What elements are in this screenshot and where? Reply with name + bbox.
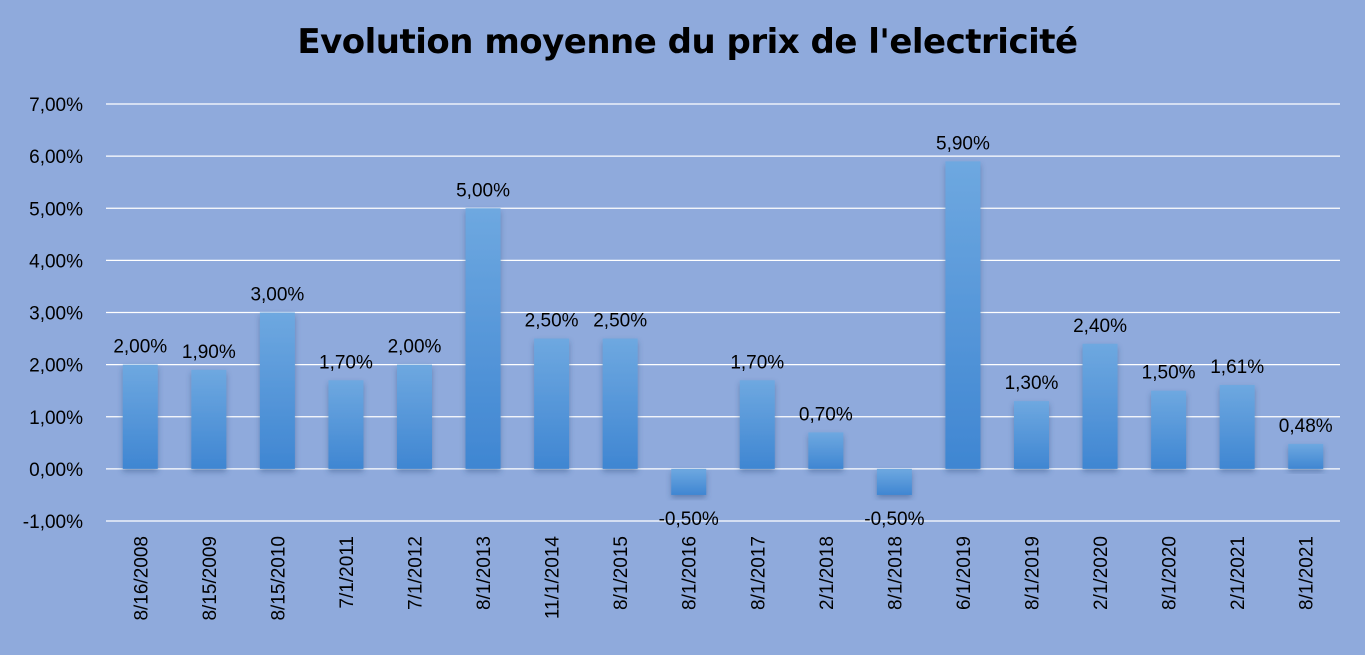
data-label: 1,70% [730, 352, 784, 373]
data-label: 2,00% [388, 337, 442, 358]
x-tick-label: 2/1/2020 [1091, 536, 1112, 610]
bar [191, 369, 227, 469]
bar [465, 208, 501, 469]
x-tick-label: 8/1/2013 [474, 536, 495, 610]
data-label: 1,90% [182, 342, 236, 363]
x-tick-label: 8/1/2016 [680, 536, 701, 610]
chart-title: Evolution moyenne du prix de l'electrici… [297, 22, 1078, 62]
x-tick-label: 2/1/2021 [1228, 536, 1249, 610]
x-tick-label: 2/1/2018 [817, 536, 838, 610]
bar [122, 364, 158, 469]
data-label: 1,70% [319, 352, 373, 373]
bar [671, 468, 707, 495]
y-tick-label: 0,00% [29, 460, 83, 481]
bar [1288, 443, 1324, 469]
data-label: -0,50% [659, 509, 719, 530]
bar [1151, 390, 1187, 469]
x-tick-label: 8/15/2009 [200, 536, 221, 621]
bar [259, 312, 295, 469]
data-label: 2,50% [525, 311, 579, 332]
bar [739, 380, 775, 469]
bar [876, 468, 912, 495]
data-label: 3,00% [250, 285, 304, 306]
y-tick-label: 6,00% [29, 147, 83, 168]
x-tick-label: 8/16/2008 [131, 536, 152, 621]
y-tick-label: 3,00% [29, 304, 83, 325]
x-tick-label: 8/1/2015 [611, 536, 632, 610]
data-label: 2,40% [1073, 316, 1127, 337]
x-tick-label: 11/1/2014 [543, 536, 564, 620]
bar [1014, 401, 1049, 469]
x-tick-label: 8/1/2020 [1160, 536, 1181, 610]
x-tick-label: 8/15/2010 [268, 536, 289, 621]
x-axis-tick-labels: 8/16/2008 8/15/2009 8/15/2010 7/1/2011 7/1/2… [131, 536, 1317, 621]
bar [808, 432, 844, 469]
x-tick-label: 8/1/2021 [1297, 536, 1318, 610]
x-tick-label: 6/1/2019 [954, 536, 975, 610]
y-tick-label: -1,00% [23, 512, 83, 533]
y-axis-tick-labels: -1,00% 0,00% 1,00% 2,00% 3,00% 4,00% 5,00% 6,00… [23, 95, 83, 533]
data-labels: 2,00% 1,90% 3,00% 1,70% 2,00% 5,00% 2,50% 2,50%… [113, 133, 1332, 530]
bar [945, 161, 981, 469]
y-tick-label: 4,00% [29, 251, 83, 272]
bar [397, 364, 432, 469]
data-label: -0,50% [864, 509, 924, 530]
data-label: 5,00% [456, 180, 510, 201]
bar [1219, 384, 1255, 469]
x-tick-label: 8/1/2019 [1023, 536, 1044, 610]
x-tick-label: 7/1/2011 [337, 536, 358, 609]
data-label: 1,30% [1005, 373, 1059, 394]
y-tick-label: 1,00% [29, 408, 83, 429]
y-tick-label: 7,00% [29, 95, 83, 116]
data-label: 1,50% [1142, 363, 1196, 384]
x-tick-label: 7/1/2012 [406, 536, 427, 610]
bar [1082, 343, 1118, 469]
bar [534, 338, 570, 469]
x-tick-label: 8/1/2018 [885, 536, 906, 610]
data-label: 1,61% [1210, 357, 1264, 378]
bar [328, 380, 364, 469]
data-label: 0,48% [1279, 416, 1333, 437]
y-tick-label: 5,00% [29, 199, 83, 220]
y-tick-label: 2,00% [29, 356, 83, 377]
x-tick-label: 8/1/2017 [748, 536, 769, 610]
bars [122, 161, 1324, 495]
bar [602, 338, 638, 469]
data-label: 2,50% [593, 311, 647, 332]
gridlines [106, 103, 1340, 522]
data-label: 0,70% [799, 404, 853, 425]
data-label: 2,00% [113, 337, 167, 358]
data-label: 5,90% [936, 133, 990, 154]
